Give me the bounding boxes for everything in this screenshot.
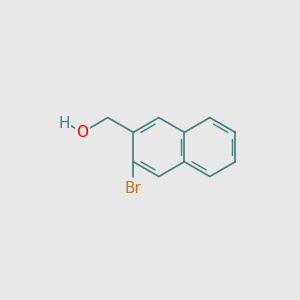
Text: Br: Br bbox=[125, 181, 142, 196]
Text: H: H bbox=[58, 116, 70, 131]
Text: O: O bbox=[76, 125, 88, 140]
